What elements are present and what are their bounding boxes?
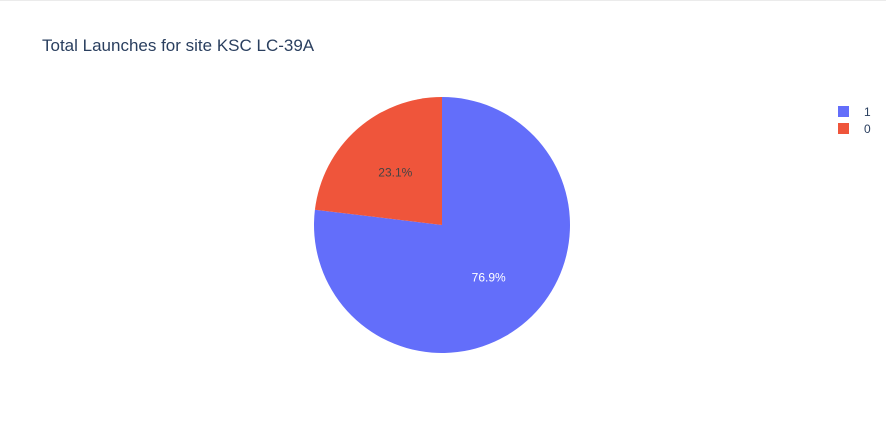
pie-slice-label-1: 76.9% [472,271,506,285]
legend-item-1[interactable]: 1 [838,103,871,120]
pie-slice-1[interactable] [314,97,570,354]
top-border [0,0,886,1]
chart-title: Total Launches for site KSC LC-39A [42,36,315,55]
legend: 1 0 [838,103,871,137]
legend-item-0[interactable]: 0 [838,120,871,137]
pie-slice-label-0: 23.1% [378,165,412,179]
pie-slices [314,97,570,354]
legend-swatch-0-icon [838,123,849,134]
pie-slice-labels: 76.9% 23.1% [378,165,506,284]
legend-swatch-1-icon [838,106,849,117]
legend-label-1: 1 [864,104,871,119]
pie-slice-0[interactable] [314,97,442,225]
legend-label-0: 0 [864,121,871,136]
